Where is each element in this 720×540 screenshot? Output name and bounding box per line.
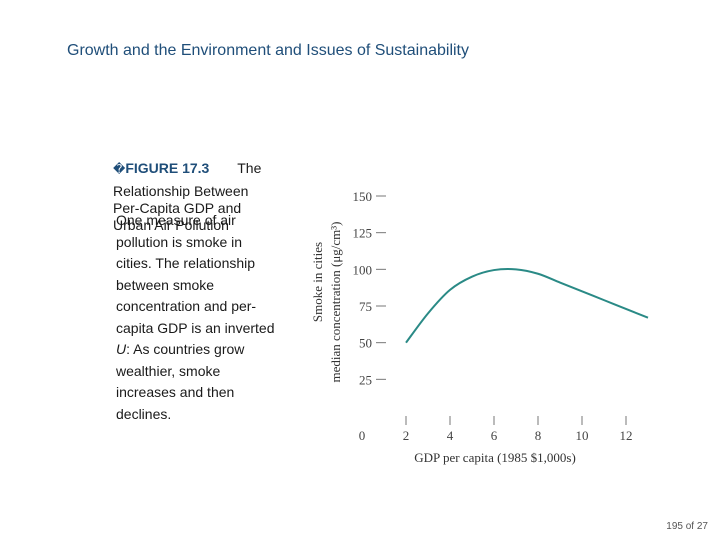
x-axis-label: GDP per capita (1985 $1,000s)	[414, 450, 576, 465]
body-line-italic: U: As countries grow	[116, 341, 245, 357]
figure-title-line-4: Urban Air Pollution	[113, 217, 229, 233]
body-line: capita GDP is an inverted	[116, 319, 275, 336]
series-line	[405, 267, 649, 344]
figure-title-word: The	[237, 160, 262, 176]
figure-heading-line: �FIGURE 17.3 The	[113, 158, 303, 181]
body-line: between smoke	[116, 276, 215, 293]
figure-marker: �FIGURE 17.3	[113, 160, 210, 176]
line-chart-svg: 25 50 75 100 125 150 0 2 4 6 8 10 12 GDP per capita (…	[310, 189, 649, 465]
body-line: declines.	[116, 405, 172, 422]
body-line: wealthier, smoke	[116, 362, 221, 379]
y-tick-label: 25	[359, 372, 372, 387]
x-tick-label: 0	[359, 428, 366, 443]
body-line: increases and then	[116, 384, 235, 400]
y-axis-label-line1: Smoke in cities	[310, 242, 325, 322]
body-line: One measure of air	[116, 212, 236, 228]
body-line: pollution is smoke in	[116, 233, 243, 250]
x-tick-label: 8	[535, 428, 542, 443]
x-tick-label: 4	[447, 428, 454, 443]
y-tick-label: 75	[359, 299, 372, 314]
body-line: concentration and per-	[116, 298, 257, 314]
y-tick-label: 150	[353, 189, 373, 204]
slide-title: Growth and the Environment and Issues of…	[67, 42, 469, 59]
y-tick-label: 100	[353, 262, 373, 277]
y-axis-label-line2: median concentration (μg/cm³)	[328, 221, 343, 382]
x-tick-label: 2	[403, 428, 410, 443]
x-tick-label: 6	[491, 428, 498, 443]
chart: 25 50 75 100 125 150 0 2 4 6 8 10 12 GDP per capita (…	[300, 180, 660, 470]
y-tick-label: 125	[353, 226, 373, 241]
figure-body-text: One measure of air pollution is smoke in…	[116, 210, 306, 425]
figure-title-line-2: Relationship Between	[113, 182, 249, 199]
x-tick-label: 10	[576, 428, 589, 443]
y-tick-label: 50	[359, 336, 372, 351]
page-number: 195 of 27	[666, 521, 708, 532]
figure-title-overlap: Per-Capita GDP and Urban Air Pollution	[113, 200, 313, 234]
figure-title-line-3: Per-Capita GDP and	[113, 200, 242, 216]
figure-caption: �FIGURE 17.3 The Relationship Between	[113, 158, 303, 202]
body-line: cities. The relationship	[116, 255, 256, 271]
x-tick-label: 12	[620, 428, 633, 443]
